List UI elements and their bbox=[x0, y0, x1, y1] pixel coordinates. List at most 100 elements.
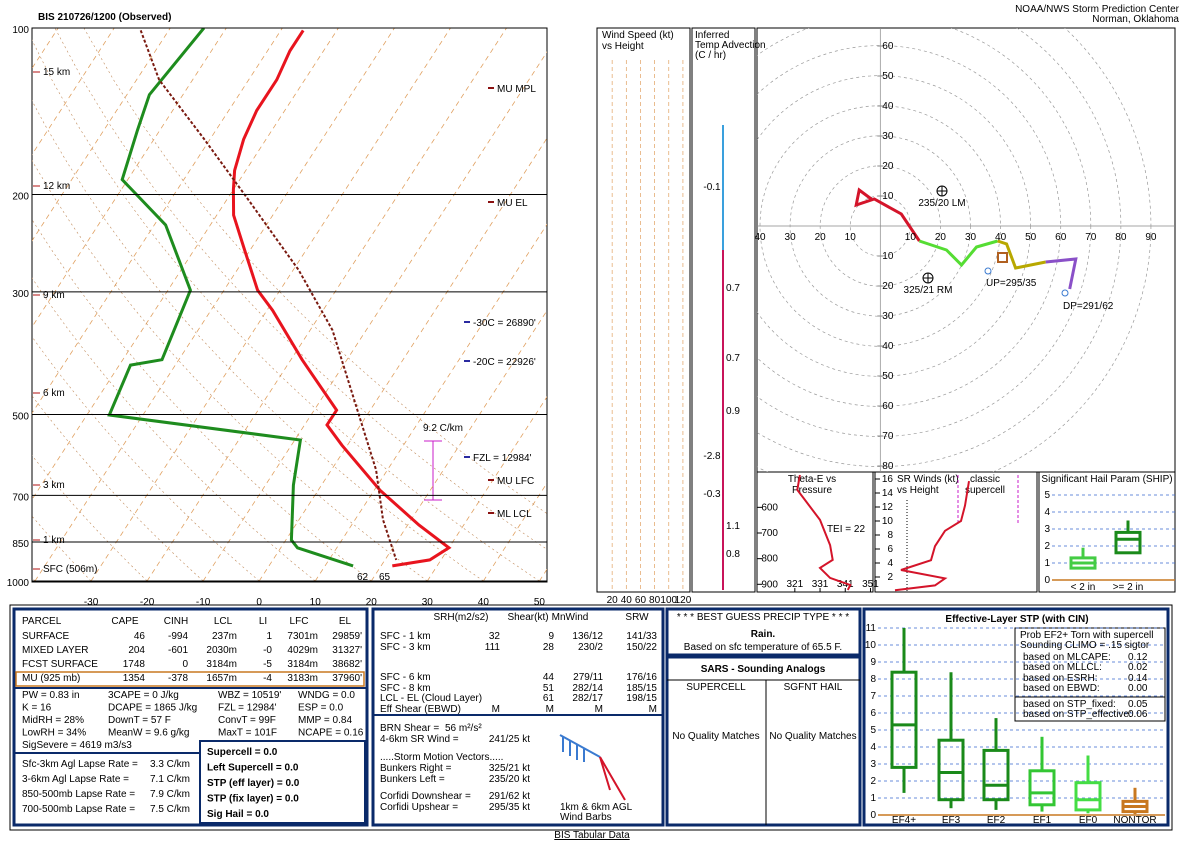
ring bbox=[757, 28, 1122, 467]
height-label: SFC (506m) bbox=[43, 564, 97, 575]
sars-column: SUPERCELL bbox=[686, 682, 746, 693]
lapse-label: 3-6km Agl Lapse Rate = bbox=[22, 774, 129, 785]
hodo-tick-label: 30 bbox=[882, 311, 894, 322]
precip-type: Rain. bbox=[751, 629, 776, 640]
dry-adiabat bbox=[32, 159, 428, 582]
hodo-tick-label: 40 bbox=[995, 232, 1007, 243]
hodo-tick-label: 20 bbox=[882, 161, 894, 172]
table-cell: 28 bbox=[543, 642, 555, 653]
hodo-tick-label: 30 bbox=[965, 232, 977, 243]
table-cell: 4029m bbox=[287, 645, 318, 656]
table-cell: 185/15 bbox=[626, 683, 657, 694]
table-cell: 1748 bbox=[123, 659, 146, 670]
hodo-tick-label: 60 bbox=[882, 41, 894, 52]
param: DownT = 57 F bbox=[108, 715, 171, 726]
tick-label: 2 bbox=[1044, 541, 1050, 552]
isotherm bbox=[90, 28, 451, 582]
table-header: LI bbox=[259, 616, 267, 627]
hodo-trace bbox=[997, 239, 1046, 270]
prob-title: Prob EF2+ Torn with supercell bbox=[1020, 630, 1154, 641]
panel-title: Theta-E vs bbox=[788, 474, 836, 485]
hodo-tick-label: 40 bbox=[882, 341, 894, 352]
tick-label: 40 bbox=[621, 595, 633, 606]
tick-label: 351 bbox=[862, 579, 879, 590]
advection-value: -0.1 bbox=[703, 182, 721, 193]
hodo-tick-label: 40 bbox=[882, 101, 894, 112]
table-cell: M bbox=[595, 704, 603, 715]
table-cell: MU (925 mb) bbox=[22, 673, 80, 684]
param: MaxT = 101F bbox=[218, 728, 277, 739]
tick-label: 100 bbox=[660, 595, 677, 606]
panel-title: Effective-Layer STP (with CIN) bbox=[945, 614, 1088, 625]
tick-label: 4 bbox=[887, 558, 893, 569]
table-cell: 38682' bbox=[332, 659, 362, 670]
table-header: PARCEL bbox=[22, 616, 62, 627]
table-cell: 46 bbox=[134, 631, 146, 642]
isotherm bbox=[32, 28, 115, 156]
temp-label: 0 bbox=[256, 597, 262, 608]
tabular-link[interactable]: BIS Tabular Data bbox=[554, 830, 630, 841]
param: PW = 0.83 in bbox=[22, 690, 80, 701]
param: K = 16 bbox=[22, 703, 52, 714]
annotation: 9.2 C/km bbox=[423, 423, 463, 434]
annotation: MU MPL bbox=[497, 84, 536, 95]
table-cell: 282/14 bbox=[572, 683, 603, 694]
isotherm bbox=[258, 137, 547, 582]
caption: 1km & 6km AGL bbox=[560, 802, 633, 813]
param-value: 295/35 kt bbox=[489, 802, 530, 813]
tick-label: 16 bbox=[882, 474, 894, 485]
isotherm bbox=[34, 28, 395, 582]
temp-label: 50 bbox=[534, 597, 546, 608]
composite-box bbox=[199, 740, 366, 824]
prob-label: based on STP_effective: bbox=[1023, 709, 1132, 720]
temp-label: 30 bbox=[422, 597, 434, 608]
prob-label: based on EBWD: bbox=[1023, 683, 1100, 694]
param-label: BRN Shear = bbox=[380, 723, 439, 734]
table-cell: 1657m bbox=[206, 673, 237, 684]
table-header: MnWind bbox=[552, 612, 589, 623]
tick-label: 2 bbox=[887, 572, 893, 583]
tick-label: 7 bbox=[870, 691, 876, 702]
table-cell: 136/12 bbox=[572, 631, 603, 642]
table-cell: 282/17 bbox=[572, 693, 603, 704]
isotherm bbox=[202, 51, 547, 582]
composite: STP (fix layer) = 0.0 bbox=[207, 794, 299, 805]
prob-value: 0.12 bbox=[1128, 652, 1148, 663]
annotation: MU LFC bbox=[497, 476, 534, 487]
hodo-tick-label: 10 bbox=[882, 251, 894, 262]
thetae-profile bbox=[796, 474, 852, 591]
tick-label: 14 bbox=[882, 488, 894, 499]
table-cell: 32 bbox=[489, 631, 501, 642]
temp-label: -10 bbox=[196, 597, 211, 608]
precip-title: * * * BEST GUESS PRECIP TYPE * * * bbox=[677, 612, 849, 623]
hodo-label: 235/20 LM bbox=[918, 198, 965, 209]
bottom-frame bbox=[9, 604, 1173, 831]
category-label: NONTOR bbox=[1113, 815, 1156, 826]
table-cell: -4 bbox=[263, 673, 272, 684]
pressure-label: 500 bbox=[12, 412, 29, 423]
table-cell: 3184m bbox=[287, 659, 318, 670]
table-cell: 7301m bbox=[287, 631, 318, 642]
tick-label: 60 bbox=[635, 595, 647, 606]
composite: Left Supercell = 0.0 bbox=[207, 763, 299, 774]
prob-value: 0.00 bbox=[1128, 683, 1148, 694]
hodo-label: UP=295/35 bbox=[986, 278, 1037, 289]
hodo-tick-label: 70 bbox=[1085, 232, 1097, 243]
hodo-trace bbox=[854, 187, 921, 242]
param: MMP = 0.84 bbox=[298, 715, 352, 726]
tick-label: 2 bbox=[870, 776, 876, 787]
advection-value: -0.3 bbox=[703, 489, 721, 500]
table-cell: 237m bbox=[212, 631, 237, 642]
annotation: 62 bbox=[357, 572, 369, 583]
param-label: Bunkers Right = bbox=[380, 763, 452, 774]
table-cell: LCL - EL (Cloud Layer) bbox=[380, 693, 482, 704]
param: MidRH = 28% bbox=[22, 715, 84, 726]
lapse-label: Sfc-3km Agl Lapse Rate = bbox=[22, 759, 138, 770]
prob-box bbox=[1014, 627, 1166, 722]
hodo-tick-label: 70 bbox=[882, 431, 894, 442]
hodo-trace bbox=[918, 239, 999, 268]
hodo-tick-label: 50 bbox=[1025, 232, 1037, 243]
tick-label: 900 bbox=[761, 579, 778, 590]
prob-value: 0.05 bbox=[1128, 699, 1148, 710]
